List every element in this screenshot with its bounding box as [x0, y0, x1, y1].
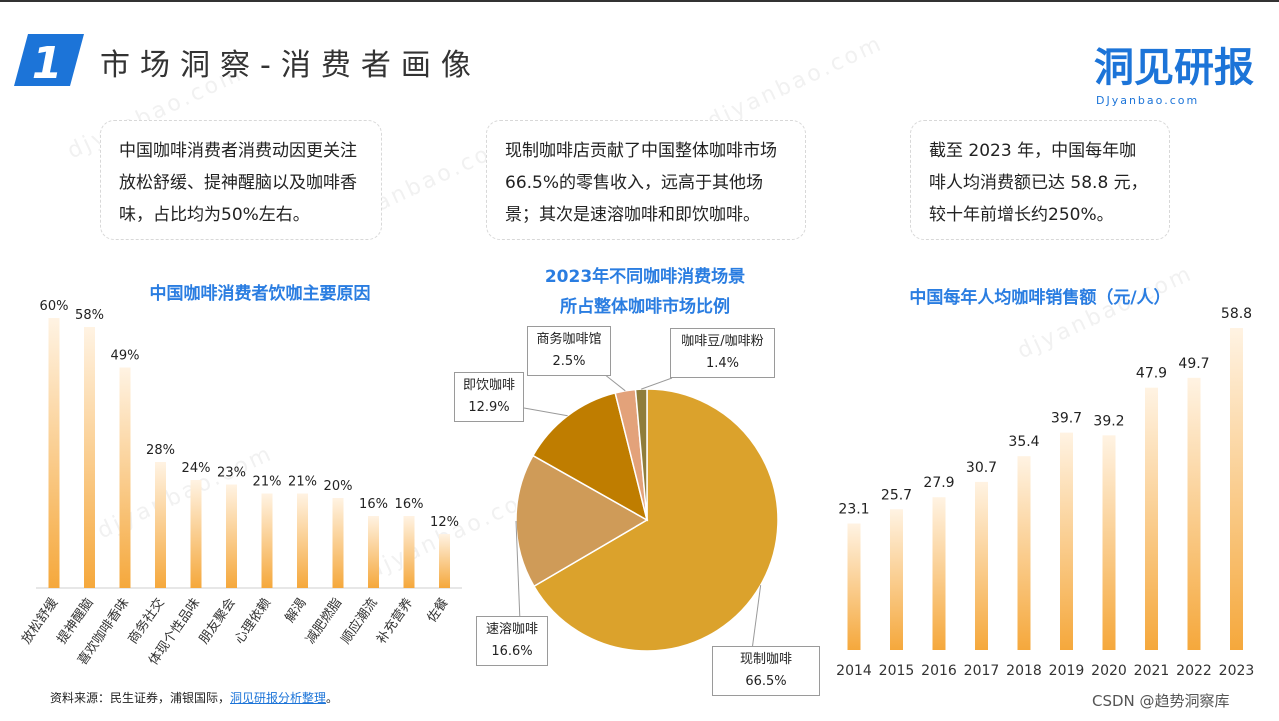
tick-label: 2014	[836, 663, 872, 679]
tick-label: 2015	[879, 663, 915, 679]
bar	[1102, 435, 1116, 650]
chart-title-line-1: 2023年不同咖啡消费场景	[544, 267, 746, 287]
leader-line	[523, 407, 568, 417]
tick-label: 心理依赖	[232, 596, 274, 647]
tick-label: 补充营养	[373, 595, 416, 647]
chart-title-line-2: 所占整体咖啡市场比例	[560, 297, 730, 317]
tick-label: 2017	[964, 663, 1000, 679]
brand-logo: 洞见研报 DJyanbao.com	[1094, 44, 1254, 114]
leader-line	[641, 377, 673, 390]
data-label: 49%	[111, 349, 140, 364]
pie-label-instant: 速溶咖啡 16.6%	[476, 616, 548, 666]
tick-label: 佐餐	[424, 595, 452, 625]
leader-line	[515, 521, 521, 623]
bar	[332, 498, 344, 588]
bar	[403, 516, 415, 588]
data-label: 25.7	[881, 487, 912, 503]
bar	[975, 481, 988, 650]
bar	[226, 484, 237, 588]
pie-label-rtd: 即饮咖啡 12.9%	[454, 372, 524, 422]
page-title: 市场洞察-消费者画像	[100, 48, 481, 83]
data-label: 24%	[182, 461, 211, 476]
bar	[890, 509, 903, 650]
tick-label: 2020	[1091, 663, 1127, 679]
data-label: 39.7	[1051, 411, 1082, 427]
data-label: 21%	[253, 475, 282, 490]
bar	[847, 523, 861, 650]
bar	[48, 318, 60, 588]
data-label: 58.8	[1221, 306, 1252, 322]
data-label: 16%	[395, 497, 424, 512]
section-number-badge: 1	[14, 34, 84, 86]
data-label: 21%	[288, 475, 317, 490]
bar	[932, 497, 946, 650]
bar	[155, 462, 166, 588]
source-note: 资料来源：民生证券，浦银国际，洞见研报分析整理。	[50, 689, 338, 706]
bar	[190, 480, 202, 588]
bar	[261, 493, 273, 588]
bar	[439, 534, 450, 588]
bar	[1017, 456, 1031, 650]
insight-box-3: 截至 2023 年，中国每年咖啡人均消费额已达 58.8 元，较十年前增长约25…	[910, 120, 1170, 240]
pie-label-beans-powder: 咖啡豆/咖啡粉 1.4%	[670, 328, 775, 378]
bar	[84, 327, 95, 588]
data-label: 20%	[324, 479, 353, 494]
data-label: 30.7	[966, 460, 997, 476]
tick-label: 2016	[921, 663, 957, 679]
source-suffix: 。	[326, 691, 339, 705]
data-label: 28%	[146, 443, 175, 458]
data-label: 27.9	[923, 475, 954, 491]
data-label: 60%	[40, 299, 69, 314]
leader-line	[751, 585, 762, 651]
data-label: 35.4	[1008, 434, 1039, 450]
data-label: 16%	[359, 497, 388, 512]
bar	[1230, 328, 1243, 650]
tick-label: 2019	[1049, 663, 1085, 679]
pie-slice	[532, 388, 779, 652]
insight-box-2: 现制咖啡店贡献了中国整体咖啡市场66.5%的零售收入，远高于其他场景；其次是速溶…	[486, 120, 806, 240]
chart-title-scenarios: 2023年不同咖啡消费场景 所占整体咖啡市场比例	[470, 262, 820, 322]
data-label: 47.9	[1136, 366, 1167, 382]
insight-box-1: 中国咖啡消费者消费动因更关注放松舒缓、提神醒脑以及咖啡香味，占比均为50%左右。	[100, 120, 382, 240]
bar	[297, 493, 308, 588]
reasons-bar-chart: 60%放松舒缓58%提神醒脑49%喜欢咖啡香味28%商务社交24%体现个性品味2…	[19, 299, 462, 668]
bar	[1187, 377, 1201, 650]
pie-slice	[634, 388, 648, 521]
leader-line	[603, 373, 626, 392]
top-rule	[0, 0, 1279, 2]
bar	[119, 367, 131, 588]
source-link[interactable]: 洞见研报分析整理	[230, 691, 327, 705]
data-label: 39.2	[1093, 413, 1124, 429]
data-label: 23.1	[838, 502, 869, 518]
logo-url: DJyanbao.com	[1096, 94, 1200, 107]
credit-watermark: CSDN @趋势洞察库	[1092, 692, 1230, 710]
chart-title-per-capita: 中国每年人均咖啡销售额（元/人）	[909, 288, 1171, 308]
bar	[368, 516, 379, 588]
data-label: 12%	[430, 515, 459, 530]
tick-label: 解渴	[283, 596, 310, 626]
bar	[1145, 387, 1158, 650]
tick-label: 2018	[1006, 663, 1042, 679]
data-label: 49.7	[1178, 356, 1209, 372]
tick-label: 2021	[1134, 663, 1170, 679]
scenario-pie-chart	[515, 373, 779, 652]
bar	[1060, 432, 1073, 650]
data-label: 58%	[75, 308, 104, 323]
section-number: 1	[32, 38, 63, 86]
pie-label-fresh: 现制咖啡 66.5%	[712, 646, 820, 696]
source-prefix: 资料来源：民生证券，浦银国际，	[50, 691, 231, 705]
tick-label: 2022	[1176, 663, 1212, 679]
per-capita-bar-chart: 23.1 2014 25.7 2015 27.9 2016 30.7 2017 35.4 2018…	[836, 306, 1254, 679]
data-label: 23%	[217, 466, 246, 481]
pie-label-business-cafe: 商务咖啡馆 2.5%	[527, 326, 611, 376]
logo-text: 洞见研报	[1094, 45, 1254, 91]
tick-label: 2023	[1219, 663, 1255, 679]
chart-title-reasons: 中国咖啡消费者饮咖主要原因	[149, 284, 371, 304]
